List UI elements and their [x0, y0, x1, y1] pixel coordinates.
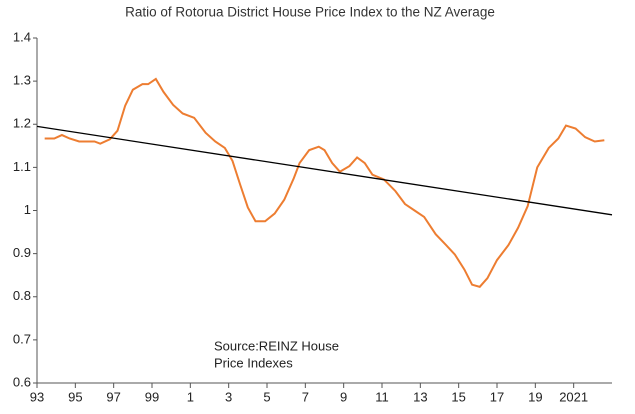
x-tick-label: 99: [145, 389, 159, 404]
x-tick-label: 7: [302, 389, 309, 404]
x-tick-label: 3: [225, 389, 232, 404]
chart-title: Ratio of Rotorua District House Price In…: [125, 5, 495, 20]
x-tick-label: 95: [68, 389, 82, 404]
y-tick-label: 0.9: [13, 245, 31, 260]
x-tick-label: 15: [451, 389, 465, 404]
y-tick-label: 1: [24, 202, 31, 217]
x-tick-label: 97: [106, 389, 120, 404]
x-tick-label: 13: [413, 389, 427, 404]
annotation: Source:REINZ House: [214, 338, 339, 353]
x-tick-label: 11: [375, 389, 389, 404]
x-tick-label: 93: [30, 389, 44, 404]
y-tick-label: 1.1: [13, 159, 31, 174]
x-tick-label: 1: [187, 389, 194, 404]
y-tick-label: 0.7: [13, 331, 31, 346]
y-tick-label: 0.8: [13, 288, 31, 303]
y-tick-label: 0.6: [13, 374, 31, 389]
line: [44, 77, 605, 288]
line: [36, 125, 613, 216]
x-tick-label: 9: [340, 389, 347, 404]
x-tick-label: 19: [528, 389, 542, 404]
x-tick-label: 17: [490, 389, 504, 404]
y-tick-label: 1.3: [13, 73, 31, 88]
annotation: Price Indexes: [214, 355, 293, 370]
x-tick-label: 2021: [559, 389, 588, 404]
y-tick-label: 1.2: [13, 116, 31, 131]
x-tick-label: 5: [263, 389, 270, 404]
y-tick-label: 1.4: [13, 29, 31, 44]
